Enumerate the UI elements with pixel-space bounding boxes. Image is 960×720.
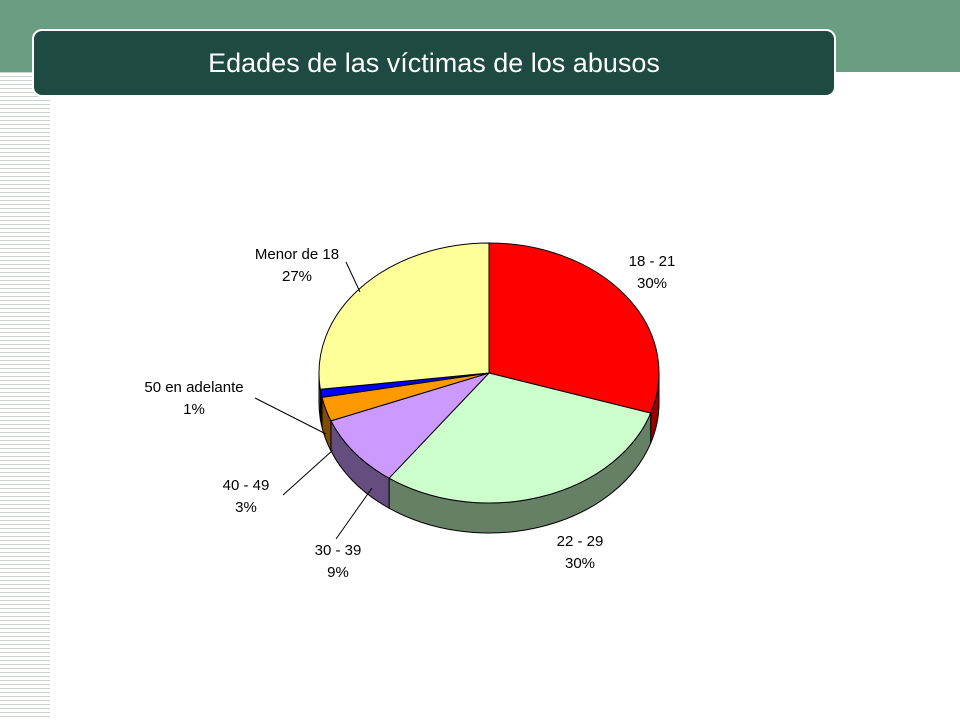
leader-line-30-39 (335, 487, 373, 540)
slice-18-21 (488, 242, 660, 414)
slice-30-39 (330, 371, 491, 479)
slice-percent-22-29: 30% (565, 555, 595, 572)
slice-label-18-21: 18 - 21 (629, 253, 676, 270)
slice-percent-50-en-adelante: 1% (183, 401, 205, 418)
slice-percent-40-49: 3% (235, 499, 257, 516)
slice-label-22-29: 22 - 29 (557, 533, 604, 550)
slice-menor-de-18 (318, 242, 490, 390)
slice-percent-30-39: 9% (327, 564, 349, 581)
leader-line-50-en-adelante (254, 397, 327, 435)
slice-label-50-en-adelante: 50 en adelante (144, 379, 243, 396)
slice-22-29 (388, 372, 652, 504)
slice-percent-menor-de-18: 27% (282, 268, 312, 285)
slice-label-menor-de-18: Menor de 18 (255, 246, 339, 263)
slice-percent-18-21: 30% (637, 275, 667, 292)
decorative-stripes (0, 72, 50, 720)
slide-title: Edades de las víctimas de los abusos (208, 47, 660, 78)
slice-label-40-49: 40 - 49 (223, 477, 270, 494)
leader-line-40-49 (282, 449, 334, 496)
slice-label-30-39: 30 - 39 (315, 542, 362, 559)
title-bar: Edades de las víctimas de los abusos (32, 29, 836, 97)
leader-line-menor-de-18 (345, 261, 361, 293)
